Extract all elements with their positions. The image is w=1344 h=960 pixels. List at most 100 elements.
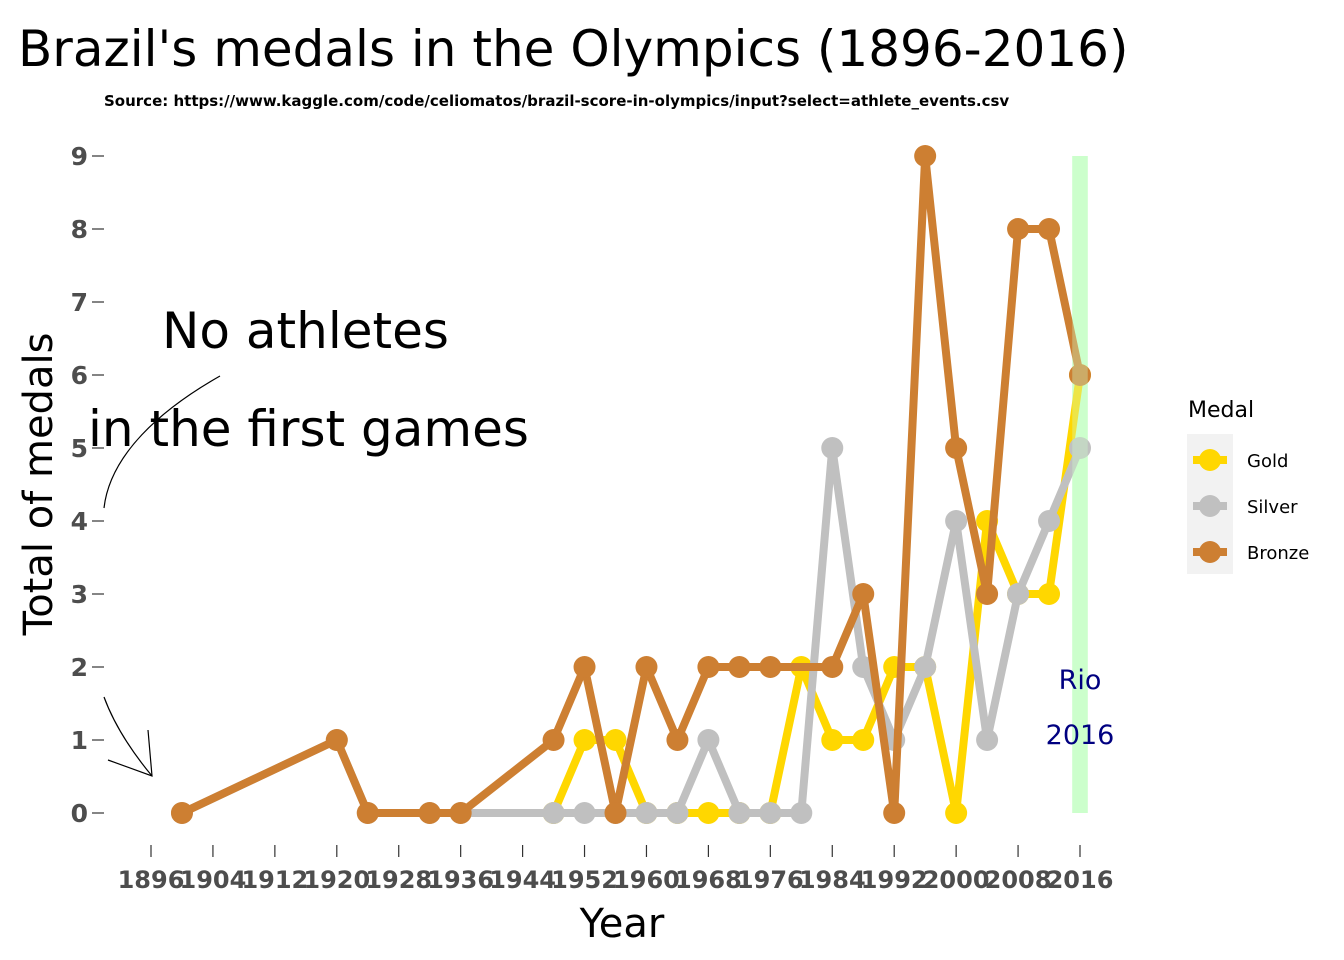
x-tick-label: 1936 [427,866,494,894]
series-bronze-point [666,729,689,751]
x-tick-label: 1952 [551,866,618,894]
annotation-rio-line2: 2016 [1046,720,1115,751]
series-silver-point [1007,583,1030,605]
series-silver-point [914,656,937,678]
x-tick-label: 1976 [737,866,804,894]
series-bronze-point [604,802,627,824]
series-gold-point [1038,583,1061,605]
curved-arrow [103,375,221,509]
series-silver-point [976,729,999,751]
x-tick-label: 1920 [303,866,370,894]
y-tick-label: 0 [71,799,88,828]
series-bronze-point [170,802,193,824]
series-bronze-point [821,656,844,678]
series-silver-point [790,802,813,824]
series-silver-point [1038,510,1061,532]
series-bronze-point [1069,364,1091,386]
series-gold-point [604,729,627,751]
series-bronze-point [852,583,875,605]
legend-title: Medal [1188,398,1254,423]
highlight-layer [1072,156,1088,813]
chart-subtitle: Source: https://www.kaggle.com/code/celi… [104,92,1009,110]
y-tick-label: 4 [71,507,88,536]
legend-swatch-point-silver [1199,495,1221,517]
x-tick-label: 1960 [613,866,680,894]
y-tick-label: 5 [71,434,88,463]
series-silver-point [945,510,968,532]
series-gold-point [697,802,720,824]
x-tick-label: 1896 [118,866,185,894]
series-silver-point [821,437,844,459]
rio-highlight-overlay [1072,156,1088,813]
rio-highlight-band [1072,156,1088,813]
series-bronze-point [728,656,751,678]
y-axis-title: Total of medals [16,333,62,637]
series-silver-point [666,802,689,824]
annotation-rio-line1: Rio [1059,665,1102,696]
legend-swatch-point-bronze [1199,541,1221,563]
chart-title: Brazil's medals in the Olympics (1896-20… [18,20,1128,78]
y-axis: 0 1 2 3 4 5 6 7 8 9 [71,142,104,828]
series-bronze-point [635,656,658,678]
straight-arrow-head [107,729,153,777]
series-bronze-point [883,802,906,824]
series-silver-point [573,802,596,824]
series-bronze-point [356,802,379,824]
series-silver [170,437,1091,824]
series-bronze-point [1007,218,1030,240]
series-silver-point [697,729,720,751]
x-tick-label: 1968 [675,866,742,894]
legend-label-gold: Gold [1247,451,1288,472]
series-bronze-point [1038,218,1061,240]
x-tick-label: 1984 [799,866,866,894]
x-tick-label: 1928 [365,866,432,894]
series-bronze-point [542,729,565,751]
series-silver-point [542,802,565,824]
x-tick-label: 1944 [489,866,556,894]
x-axis: 1896190419121920192819361944195219601968… [118,845,1114,894]
series-silver-point [635,802,658,824]
annotation-arrows [103,375,221,777]
series-bronze [170,145,1091,824]
series-silver-point [852,656,875,678]
series-bronze-point [418,802,441,824]
series-bronze-point [914,145,937,167]
series-bronze-line [177,152,1084,817]
x-tick-label: 1912 [241,866,308,894]
y-tick-label: 3 [71,580,88,609]
annotation-no-athletes: No athletes in the first games [88,302,529,458]
series-gold-point [852,729,875,751]
legend-swatch-point-gold [1199,449,1221,471]
x-axis-title: Year [579,901,665,947]
x-tick-label: 2016 [1047,866,1114,894]
y-tick-label: 6 [71,361,88,390]
series-bronze-point [976,583,999,605]
y-tick-label: 2 [71,653,88,682]
legend-label-bronze: Bronze [1247,543,1309,564]
series-bronze-point [945,437,968,459]
series-bronze-point [697,656,720,678]
x-tick-label: 2008 [985,866,1052,894]
y-tick-label: 9 [71,142,88,171]
x-tick-label: 1904 [180,866,247,894]
legend: Medal Gold Silver Bronze [1187,398,1309,574]
annotation-no-athletes-line1: No athletes [162,302,449,360]
series-gold-point [821,729,844,751]
series-gold-point [573,729,596,751]
straight-arrow-shaft [103,696,153,777]
y-tick-label: 8 [71,215,88,244]
series-gold-point [945,802,968,824]
y-tick-label: 7 [71,288,88,317]
y-tick-label: 1 [71,726,88,755]
x-tick-label: 1992 [861,866,928,894]
annotation-no-athletes-line2: in the first games [88,400,529,458]
series-silver-point [759,802,782,824]
series-bronze-point [325,729,348,751]
series-layer [170,145,1091,824]
series-bronze-point [573,656,596,678]
legend-label-silver: Silver [1247,497,1298,518]
series-bronze-point [449,802,472,824]
x-tick-label: 2000 [923,866,990,894]
series-bronze-point [759,656,782,678]
